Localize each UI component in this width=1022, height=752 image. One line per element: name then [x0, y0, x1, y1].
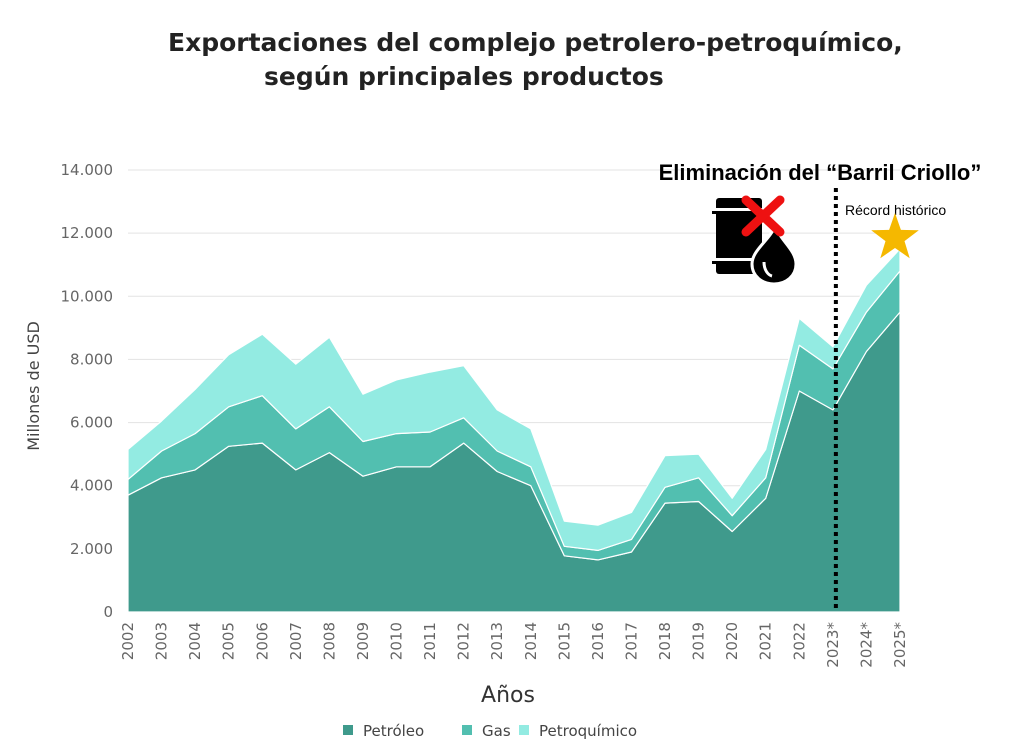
area-petroqumico: [127, 248, 901, 551]
chart-title-line-2: según principales productos: [264, 62, 664, 91]
y-tick-label: 14.000: [61, 161, 114, 179]
star-icon: [871, 213, 919, 259]
legend-swatch: [519, 725, 529, 735]
x-tick-label: 2006: [253, 622, 271, 660]
x-tick-label: 2007: [287, 622, 305, 660]
x-axis-label: Años: [481, 683, 535, 708]
x-tick-label: 2024*: [857, 622, 875, 668]
x-tick-label: 2018: [656, 622, 674, 660]
legend: Petróleo Gas Petroquímico: [343, 722, 637, 740]
x-tick-label: 2011: [421, 622, 439, 660]
x-tick-label: 2008: [320, 622, 338, 660]
legend-label: Petroquímico: [539, 722, 637, 740]
y-tick-label: 8.000: [70, 350, 113, 368]
x-axis-ticks: 2002 2003 2004 2005 2006 2007 2008 2009 2010 2011…: [119, 622, 909, 668]
x-tick-label: 2021: [757, 622, 775, 660]
legend-swatch: [462, 725, 472, 735]
chart-title: Exportaciones del complejo petrolero-pet…: [168, 26, 968, 94]
area-series: [127, 248, 901, 613]
x-tick-label: 2005: [220, 622, 238, 660]
legend-swatch: [343, 725, 353, 735]
x-tick-label: 2010: [388, 622, 406, 660]
x-tick-label: 2014: [522, 622, 540, 660]
x-tick-label: 2002: [119, 622, 137, 660]
y-tick-label: 2.000: [70, 540, 113, 558]
x-tick-label: 2013: [488, 622, 506, 660]
x-tick-label: 2022: [790, 622, 808, 660]
y-tick-label: 0: [103, 603, 113, 621]
x-tick-label: 2009: [354, 622, 372, 660]
x-tick-label: 2019: [690, 622, 708, 660]
y-tick-label: 4.000: [70, 477, 113, 495]
x-tick-label: 2023*: [824, 622, 842, 668]
y-tick-label: 12.000: [61, 224, 114, 242]
y-axis-ticks: 0 2.000 4.000 6.000 8.000 10.000 12.000 14.000: [61, 161, 114, 621]
event-annotation-label: Eliminación del “Barril Criollo”: [659, 160, 982, 185]
x-tick-label: 2017: [622, 622, 640, 660]
chart-title-line-1: Exportaciones del complejo petrolero-pet…: [168, 28, 903, 57]
x-tick-label: 2025*: [891, 622, 909, 668]
x-tick-label: 2015: [555, 622, 573, 660]
oil-barrel-crossed-icon: [712, 195, 798, 286]
legend-label: Petróleo: [363, 722, 424, 740]
record-annotation-label: Récord histórico: [845, 202, 946, 218]
y-tick-label: 6.000: [70, 414, 113, 432]
x-tick-label: 2012: [455, 622, 473, 660]
legend-label: Gas: [482, 722, 511, 740]
x-tick-label: 2004: [186, 622, 204, 660]
x-tick-label: 2016: [589, 622, 607, 660]
x-tick-label: 2003: [153, 622, 171, 660]
x-tick-label: 2020: [723, 622, 741, 660]
y-axis-label: Millones de USD: [24, 321, 43, 451]
y-tick-label: 10.000: [61, 287, 114, 305]
